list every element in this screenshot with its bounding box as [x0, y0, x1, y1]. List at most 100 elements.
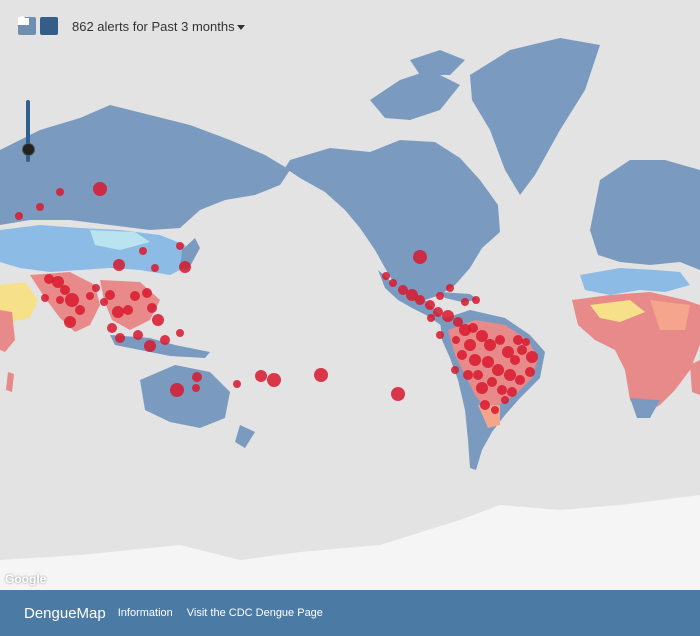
alert-marker[interactable] — [457, 350, 467, 360]
alert-marker[interactable] — [469, 354, 481, 366]
alert-marker[interactable] — [484, 339, 496, 351]
zoom-slider-handle[interactable] — [22, 143, 35, 156]
alert-marker[interactable] — [93, 182, 107, 196]
alert-marker[interactable] — [497, 385, 507, 395]
alert-marker[interactable] — [492, 364, 504, 376]
alert-marker[interactable] — [504, 369, 516, 381]
alert-marker[interactable] — [36, 203, 44, 211]
alert-marker[interactable] — [415, 295, 425, 305]
alert-marker[interactable] — [92, 284, 100, 292]
alert-period-dropdown[interactable]: 862 alerts for Past 3 months — [72, 19, 245, 34]
map-canvas[interactable] — [0, 0, 700, 590]
europe — [590, 160, 700, 270]
alert-marker[interactable] — [133, 330, 143, 340]
alert-marker[interactable] — [151, 264, 159, 272]
alert-marker[interactable] — [482, 356, 494, 368]
folder-button[interactable] — [18, 17, 58, 35]
information-link[interactable]: Information — [117, 607, 173, 619]
alert-marker[interactable] — [476, 330, 488, 342]
alert-marker[interactable] — [513, 335, 523, 345]
alert-marker[interactable] — [52, 276, 64, 288]
alert-marker[interactable] — [507, 387, 517, 397]
alert-marker[interactable] — [107, 323, 117, 333]
alert-marker[interactable] — [64, 316, 76, 328]
alert-marker[interactable] — [56, 296, 64, 304]
alert-marker[interactable] — [233, 380, 241, 388]
alert-marker[interactable] — [176, 329, 184, 337]
alert-marker[interactable] — [142, 288, 152, 298]
north-america — [285, 140, 500, 300]
alert-marker[interactable] — [75, 305, 85, 315]
alert-marker[interactable] — [501, 396, 509, 404]
alert-marker[interactable] — [139, 247, 147, 255]
alert-marker[interactable] — [502, 346, 514, 358]
alert-marker[interactable] — [179, 261, 191, 273]
alert-marker[interactable] — [389, 279, 397, 287]
alert-marker[interactable] — [491, 406, 499, 414]
alert-marker[interactable] — [446, 284, 454, 292]
alert-marker[interactable] — [192, 372, 202, 382]
alert-marker[interactable] — [472, 296, 480, 304]
alert-marker[interactable] — [480, 400, 490, 410]
alert-marker[interactable] — [487, 377, 497, 387]
alert-markers — [15, 182, 538, 414]
alert-marker[interactable] — [115, 333, 125, 343]
alert-marker[interactable] — [463, 370, 473, 380]
alert-marker[interactable] — [130, 291, 140, 301]
alert-marker[interactable] — [464, 339, 476, 351]
alert-marker[interactable] — [436, 331, 444, 339]
alert-marker[interactable] — [176, 242, 184, 250]
alert-marker[interactable] — [398, 285, 408, 295]
alert-marker[interactable] — [406, 289, 418, 301]
alert-marker[interactable] — [86, 292, 94, 300]
alert-marker[interactable] — [160, 335, 170, 345]
alert-marker[interactable] — [526, 351, 538, 363]
alert-marker[interactable] — [461, 298, 469, 306]
alert-marker[interactable] — [267, 373, 281, 387]
alert-marker[interactable] — [525, 367, 535, 377]
alert-marker[interactable] — [468, 323, 478, 333]
world-map[interactable]: 862 alerts for Past 3 months Google — [0, 0, 700, 590]
alert-marker[interactable] — [473, 370, 483, 380]
alert-marker[interactable] — [433, 307, 443, 317]
cdc-dengue-link[interactable]: Visit the CDC Dengue Page — [186, 607, 323, 619]
alert-marker[interactable] — [44, 274, 54, 284]
alert-marker[interactable] — [451, 366, 459, 374]
alert-marker[interactable] — [522, 338, 530, 346]
alert-marker[interactable] — [510, 355, 520, 365]
alert-marker[interactable] — [65, 293, 79, 307]
alert-marker[interactable] — [100, 298, 108, 306]
alert-marker[interactable] — [113, 259, 125, 271]
alert-marker[interactable] — [453, 317, 463, 327]
alert-marker[interactable] — [427, 314, 435, 322]
alert-marker[interactable] — [60, 285, 70, 295]
alert-marker[interactable] — [170, 383, 184, 397]
alert-marker[interactable] — [192, 384, 200, 392]
alert-marker[interactable] — [123, 305, 133, 315]
google-attribution: Google — [5, 572, 47, 586]
alert-marker[interactable] — [425, 300, 435, 310]
alert-marker[interactable] — [152, 314, 164, 326]
alert-marker[interactable] — [495, 335, 505, 345]
alert-marker[interactable] — [144, 340, 156, 352]
alert-marker[interactable] — [515, 375, 525, 385]
alert-marker[interactable] — [255, 370, 267, 382]
alert-marker[interactable] — [15, 212, 23, 220]
alert-marker[interactable] — [147, 303, 157, 313]
alert-marker[interactable] — [517, 345, 527, 355]
alert-marker[interactable] — [41, 294, 49, 302]
alert-marker[interactable] — [391, 387, 405, 401]
alert-marker[interactable] — [459, 324, 471, 336]
alert-marker[interactable] — [314, 368, 328, 382]
brand-name[interactable]: DengueMap — [24, 604, 106, 622]
alert-marker[interactable] — [413, 250, 427, 264]
alert-marker[interactable] — [105, 290, 115, 300]
alert-marker[interactable] — [56, 188, 64, 196]
alert-marker[interactable] — [112, 306, 124, 318]
alert-marker[interactable] — [476, 382, 488, 394]
alert-marker[interactable] — [382, 272, 390, 280]
alert-marker[interactable] — [442, 310, 454, 322]
alert-marker[interactable] — [436, 292, 444, 300]
zoom-slider-track[interactable] — [26, 100, 30, 162]
alert-marker[interactable] — [452, 336, 460, 344]
